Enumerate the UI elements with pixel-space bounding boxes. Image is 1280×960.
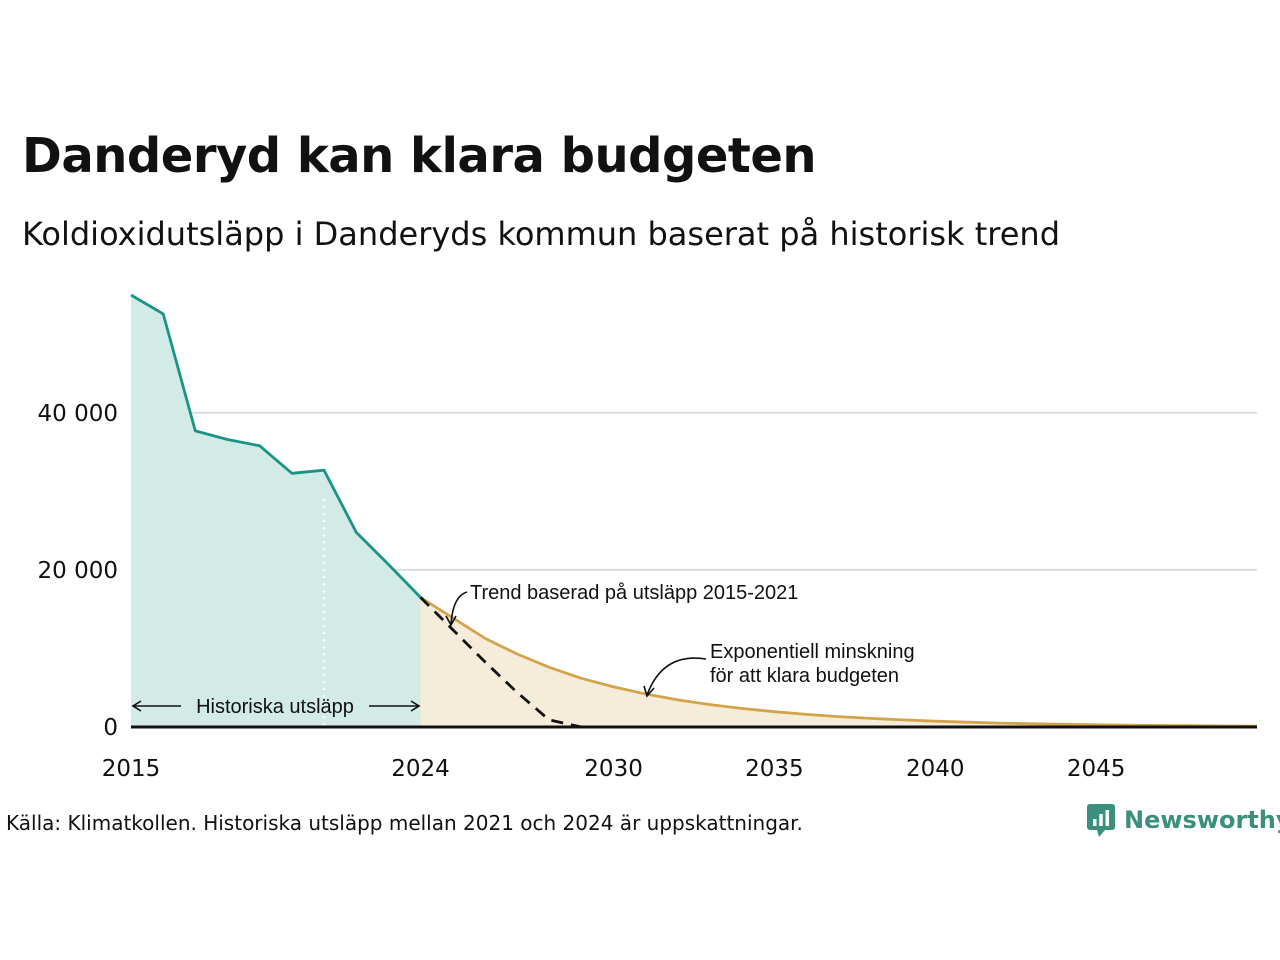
brand-name: Newsworthy	[1124, 806, 1280, 834]
x-tick-label-2035: 2035	[745, 756, 804, 782]
trend-line	[419, 596, 1258, 728]
x-tick-label-2030: 2030	[584, 756, 643, 782]
y-tick-label-20000: 20 000	[38, 558, 118, 584]
x-tick-label-2024: 2024	[391, 756, 450, 782]
area-layer	[131, 295, 1257, 727]
line-layer	[130, 293, 1258, 729]
annotation-layer: Historiska utsläpp Trend baserad på utsl…	[131, 582, 915, 718]
historical-arrowhead-left	[131, 700, 142, 712]
x-tick-label-2040: 2040	[906, 756, 965, 782]
historical-area	[131, 295, 421, 727]
chart-title: Danderyd kan klara budgeten	[22, 128, 817, 184]
trend-area	[420, 597, 1257, 727]
trend-annotation-arrow	[450, 591, 468, 625]
y-tick-label-40000: 40 000	[38, 401, 118, 427]
trend-annotation-arrowhead	[445, 615, 457, 627]
budget-annotation-arrow	[646, 657, 707, 696]
y-tick-label-0: 0	[103, 715, 118, 741]
newsworthy-logo-icon	[1087, 804, 1115, 837]
historical-arrowhead-right	[410, 700, 421, 712]
annotation-budget-line1: Exponentiell minskning	[710, 641, 915, 663]
axis-layer: 0 20 000 40 000 2015 2024 2030 2035 2040 2045	[38, 401, 1126, 782]
annotation-trend: Trend baserad på utsläpp 2015-2021	[470, 582, 798, 604]
source-note: Källa: Klimatkollen. Historiska utsläpp …	[6, 811, 803, 835]
x-tick-label-2015: 2015	[102, 756, 161, 782]
newsworthy-logo[interactable]: Newsworthy	[1086, 802, 1280, 838]
chart-subtitle: Koldioxidutsläpp i Danderyds kommun base…	[22, 215, 1061, 253]
x-tick-label-2045: 2045	[1067, 756, 1126, 782]
historical-line	[130, 293, 422, 599]
budget-annotation-arrowhead	[643, 685, 655, 698]
annotation-historical: Historiska utsläpp	[196, 696, 354, 718]
annotation-budget-line2: för att klara budgeten	[710, 665, 899, 687]
